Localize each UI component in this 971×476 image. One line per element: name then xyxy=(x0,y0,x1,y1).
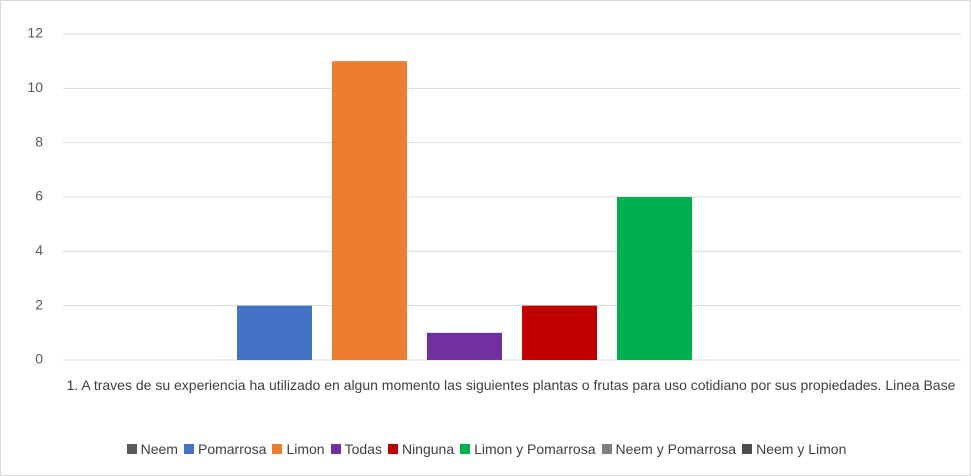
y-tick-label: 12 xyxy=(27,25,43,41)
y-tick-label: 4 xyxy=(35,242,43,258)
legend-item: Limon y Pomarrosa xyxy=(460,441,596,457)
legend-label: Todas xyxy=(344,441,382,457)
legend-label: Limon y Pomarrosa xyxy=(474,441,596,457)
bar xyxy=(617,197,692,360)
legend-label: Neem y Pomarrosa xyxy=(615,441,737,457)
legend-swatch xyxy=(742,444,753,454)
bar xyxy=(522,305,597,360)
bar xyxy=(237,305,312,360)
y-tick-label: 0 xyxy=(35,351,43,367)
legend-swatch xyxy=(126,444,137,454)
y-tick-label: 8 xyxy=(35,133,43,149)
legend-item: Neem xyxy=(126,441,178,457)
legend-swatch xyxy=(183,444,194,454)
legend-swatch xyxy=(460,444,471,454)
legend-swatch xyxy=(387,444,398,454)
legend: Neem Pomarrosa Limon Todas Ninguna Limon y Po… xyxy=(1,441,970,457)
y-tick-label: 6 xyxy=(35,188,43,204)
legend-label: Neem y Limon xyxy=(756,441,847,457)
legend-label: Ninguna xyxy=(401,441,455,457)
legend-swatch xyxy=(330,444,341,454)
x-category-label: 1. A traves de su experiencia ha utiliza… xyxy=(66,377,956,393)
legend-item: Limon xyxy=(272,441,325,457)
y-tick-label: 2 xyxy=(35,296,43,312)
legend-swatch xyxy=(272,444,283,454)
legend-item: Todas xyxy=(330,441,382,457)
legend-item: Ninguna xyxy=(387,441,455,457)
bar xyxy=(332,61,407,361)
legend-label: Pomarrosa xyxy=(197,441,267,457)
y-tick-label: 10 xyxy=(27,79,43,95)
legend-item: Pomarrosa xyxy=(183,441,267,457)
legend-label: Limon xyxy=(286,441,325,457)
legend-item: Neem y Pomarrosa xyxy=(601,441,737,457)
legend-label: Neem xyxy=(140,441,178,457)
bar xyxy=(427,332,502,360)
legend-swatch xyxy=(601,444,612,454)
legend-item: Neem y Limon xyxy=(742,441,846,457)
